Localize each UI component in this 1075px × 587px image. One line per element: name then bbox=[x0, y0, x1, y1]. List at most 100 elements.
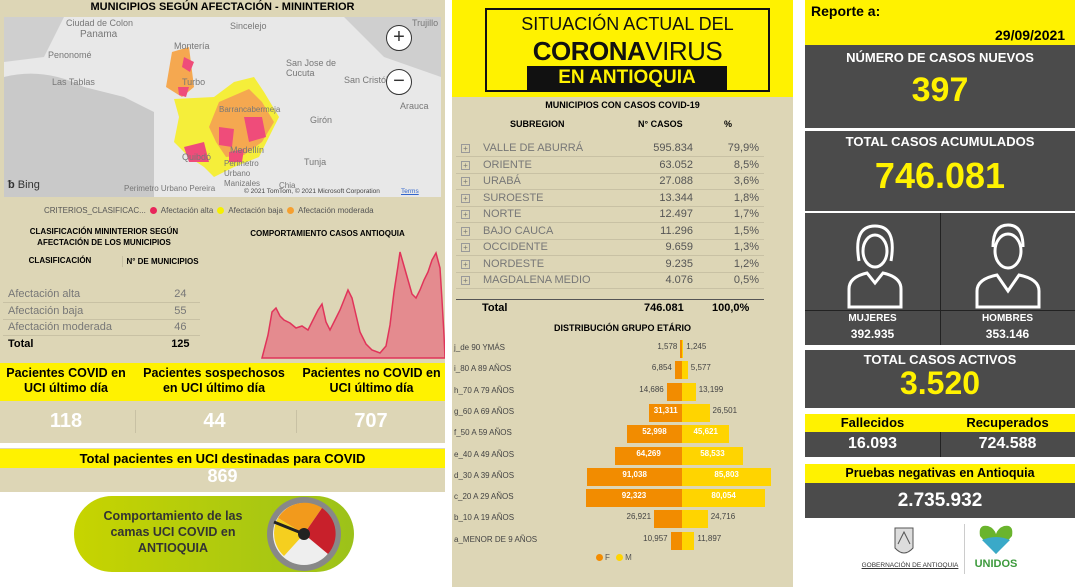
coronavirus-logo: SITUACIÓN ACTUAL DEL CORONAVIRUS EN ANTI… bbox=[485, 8, 770, 92]
bar-female[interactable] bbox=[674, 361, 682, 380]
expand-icon[interactable]: + bbox=[461, 144, 470, 153]
negative-tests-value: 2.735.932 bbox=[805, 483, 1075, 518]
pyramid-legend: F M bbox=[596, 553, 632, 562]
subregion-cases: 9.659 bbox=[633, 239, 698, 256]
table-row[interactable]: + NORTE 12.497 1,7% bbox=[456, 206, 764, 223]
table-row[interactable]: + BAJO CAUCA 11.296 1,5% bbox=[456, 222, 764, 240]
bar-male[interactable] bbox=[682, 425, 730, 444]
trend-title: COMPORTAMIENTO CASOS ANTIOQUIA bbox=[250, 229, 405, 238]
zoom-out-button[interactable]: − bbox=[386, 69, 412, 95]
bar-male[interactable] bbox=[682, 489, 766, 508]
bar-male[interactable] bbox=[682, 403, 710, 422]
bar-female[interactable] bbox=[654, 510, 682, 529]
table-row[interactable]: + VALLE DE ABURRÁ 595.834 79,9% bbox=[456, 140, 764, 157]
bar-female[interactable] bbox=[587, 467, 682, 486]
classification-col1: CLASIFICACIÓN bbox=[28, 256, 92, 265]
new-cases-value: 397 bbox=[911, 71, 969, 109]
total-pct: 100,0% bbox=[712, 302, 750, 314]
pyramid-category-label: d_30 A 39 AÑOS bbox=[454, 470, 515, 480]
bar-female[interactable] bbox=[626, 425, 682, 444]
legend-label: Afectación alta bbox=[160, 206, 214, 215]
bar-data-label: 11,897 bbox=[697, 533, 722, 543]
left-panel: MUNICIPIOS SEGÚN AFECTACIÓN - MININTERIO… bbox=[0, 0, 445, 587]
table-row[interactable]: + ORIENTE 63.052 8,5% bbox=[456, 156, 764, 174]
expand-icon[interactable]: + bbox=[461, 259, 470, 269]
divider bbox=[805, 310, 1075, 311]
table-row[interactable]: + MAGDALENA MEDIO 4.076 0,5% bbox=[456, 272, 764, 289]
pyramid-title: DISTRIBUCIÓN GRUPO ETÁRIO bbox=[553, 323, 691, 333]
expand-icon[interactable]: + bbox=[461, 243, 470, 253]
pyramid-category-label: c_20 A 29 AÑOS bbox=[454, 492, 514, 502]
map-label: Tunja bbox=[304, 157, 327, 167]
bar-male[interactable] bbox=[682, 510, 708, 529]
pyramid-category-label: j_de 90 YMÁS bbox=[454, 343, 505, 352]
bar-male[interactable] bbox=[682, 340, 684, 358]
heart-icon bbox=[979, 525, 1013, 554]
recovered-label: Recuperados bbox=[966, 415, 1049, 430]
bar-data-label: 58,533 bbox=[700, 448, 725, 458]
map-label: Perimetro Urbano Manizales bbox=[224, 159, 261, 188]
bar-female[interactable] bbox=[680, 340, 682, 358]
bar-male[interactable] bbox=[682, 467, 772, 486]
map-label: Turbo bbox=[182, 77, 206, 87]
map-label: Ciudad de Colon bbox=[66, 18, 134, 28]
row-value: 46 bbox=[160, 319, 200, 336]
report-label: Reporte a: bbox=[811, 3, 881, 19]
map-label: Sincelejo bbox=[230, 21, 267, 31]
gobernacion-text: GOBERNACIÓN DE ANTIOQUIA bbox=[861, 562, 959, 569]
bar-female[interactable] bbox=[670, 531, 682, 550]
subregion-name: MAGDALENA MEDIO bbox=[478, 272, 633, 289]
bar-female[interactable] bbox=[615, 446, 682, 465]
legend-dot-baja-icon bbox=[217, 207, 225, 214]
pyramid-category-label: h_70 A 79 AÑOS bbox=[454, 385, 515, 395]
trend-area-chart bbox=[261, 251, 445, 359]
table-row[interactable]: + NORDESTE 9.235 1,2% bbox=[456, 255, 764, 273]
zoom-in-button[interactable]: + bbox=[386, 25, 412, 51]
total-value: 125 bbox=[171, 338, 190, 350]
outcomes-header: Fallecidos Recuperados bbox=[805, 414, 1075, 432]
bar-data-label: 13,199 bbox=[698, 384, 724, 394]
subregion-name: VALLE DE ABURRÁ bbox=[478, 140, 633, 157]
map-label: Quibdó bbox=[182, 152, 212, 162]
expand-icon[interactable]: + bbox=[461, 160, 470, 170]
accumulated-value: 746.081 bbox=[874, 155, 1006, 196]
expand-icon[interactable]: + bbox=[461, 210, 470, 220]
subregion-pct: 3,6% bbox=[698, 173, 764, 190]
terms-link[interactable]: Terms bbox=[401, 188, 419, 195]
legend-dot-moderada-icon bbox=[286, 207, 294, 214]
subregion-pct: 8,5% bbox=[698, 156, 764, 174]
middle-panel: MUNICIPIOS CON CASOS COVID-19 SUBREGION … bbox=[452, 97, 793, 587]
table-row[interactable]: + SUROESTE 13.344 1,8% bbox=[456, 189, 764, 207]
expand-icon[interactable]: + bbox=[461, 177, 470, 187]
header-corona: CORONA bbox=[532, 36, 646, 66]
bar-female[interactable] bbox=[666, 382, 682, 401]
bar-male[interactable] bbox=[682, 361, 688, 380]
subregion-name: URABÁ bbox=[478, 173, 633, 190]
subregion-name: OCCIDENTE bbox=[478, 239, 633, 256]
subregion-name: SUROESTE bbox=[478, 189, 633, 207]
table-row[interactable]: + URABÁ 27.088 3,6% bbox=[456, 173, 764, 190]
subregion-pct: 1,5% bbox=[698, 222, 764, 240]
bar-male[interactable] bbox=[682, 531, 695, 550]
divider bbox=[964, 524, 965, 574]
expand-icon[interactable]: + bbox=[461, 276, 470, 286]
map[interactable]: Ciudad de Colon Panama Penonomé Las Tabl… bbox=[4, 17, 441, 197]
expand-icon[interactable]: + bbox=[461, 193, 470, 203]
unidos-logo: UNIDOS bbox=[972, 524, 1022, 574]
subregion-cases: 12.497 bbox=[633, 206, 698, 223]
expand-icon[interactable]: + bbox=[461, 226, 470, 236]
accumulated-box: TOTAL CASOS ACUMULADOS 746.081 bbox=[805, 131, 1075, 211]
bar-female[interactable] bbox=[649, 403, 682, 422]
bar-male[interactable] bbox=[682, 446, 743, 465]
subregion-pct: 1,7% bbox=[698, 206, 764, 223]
bar-female[interactable] bbox=[586, 489, 682, 508]
uci-beds-banner[interactable]: Comportamiento de las camas UCI COVID en… bbox=[74, 496, 354, 572]
bar-data-label: 24,716 bbox=[710, 512, 736, 522]
bar-male[interactable] bbox=[682, 382, 696, 401]
map-label: Panama bbox=[80, 29, 118, 40]
table-row[interactable]: + OCCIDENTE 9.659 1,3% bbox=[456, 239, 764, 256]
map-label: Penonomé bbox=[48, 50, 92, 60]
uci-value-covid: 118 bbox=[49, 410, 83, 432]
map-label: Chia bbox=[279, 181, 296, 190]
subregion-name: NORTE bbox=[478, 206, 633, 223]
